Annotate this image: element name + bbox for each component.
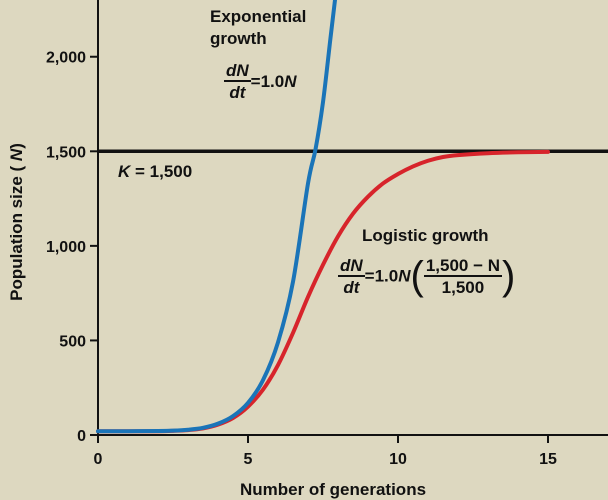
series-lines <box>96 0 550 434</box>
exponential-growth-line <box>96 0 337 434</box>
x-axis-title: Number of generations <box>240 480 426 499</box>
exp-eq-coeff: =1.0 <box>250 72 285 91</box>
exp-derivative: dN dt <box>224 62 251 101</box>
log-capacity-denominator: 1,500 <box>441 277 485 297</box>
axes <box>97 0 608 436</box>
exp-eq-numerator: dN <box>224 61 251 82</box>
y-axis-title-suffix: ) <box>7 143 26 149</box>
y-tick-labels: 0 500 1,000 1,500 2,000 <box>46 50 98 445</box>
left-paren: ( <box>410 254 424 298</box>
log-eq-coeff: =1.0N <box>365 267 411 286</box>
exp-eq-var: N <box>284 72 297 91</box>
y-tick-label: 500 <box>59 333 86 350</box>
logistic-equation: dN dt =1.0N( 1,500 − N 1,500 ) <box>338 256 515 296</box>
x-tick-label: 15 <box>539 451 557 468</box>
exp-eq-rhs: =1.0N <box>251 72 297 91</box>
x-tick-label: 10 <box>389 451 407 468</box>
k-label: K = 1,500 <box>118 162 192 181</box>
logistic-label: Logistic growth <box>362 226 489 245</box>
y-tick-label: 0 <box>77 428 86 445</box>
log-eq-coeff-value: =1.0 <box>364 266 399 286</box>
y-tick-label: 2,000 <box>46 50 86 67</box>
exp-eq-denominator: dt <box>229 83 246 102</box>
exponential-label-line2: growth <box>210 29 267 48</box>
log-eq-numerator: dN <box>338 255 365 277</box>
y-axis-title-variable: N <box>7 148 26 161</box>
x-tick-label: 5 <box>244 451 253 468</box>
exponential-label-line1: Exponential <box>210 7 306 26</box>
y-axis-title-text: Population size ( <box>7 165 26 300</box>
x-tick-labels: 0 5 10 15 <box>94 435 557 468</box>
exponential-label: Exponential growth <box>210 7 311 48</box>
exponential-equation: dN dt =1.0N <box>224 62 297 101</box>
log-eq-var: N <box>398 266 411 286</box>
log-capacity-numerator: 1,500 − N <box>423 255 503 277</box>
log-derivative: dN dt <box>338 257 365 296</box>
log-capacity-fraction: 1,500 − N 1,500 <box>423 255 503 297</box>
y-tick-label: 1,500 <box>46 144 86 161</box>
x-tick-label: 0 <box>94 451 103 468</box>
k-symbol: K <box>118 162 132 181</box>
k-value: = 1,500 <box>130 162 192 181</box>
y-tick-label: 1,000 <box>46 239 86 256</box>
right-paren: ) <box>502 254 516 298</box>
y-axis-title: Population size ( N) <box>7 143 26 301</box>
log-eq-denominator: dt <box>343 277 360 297</box>
